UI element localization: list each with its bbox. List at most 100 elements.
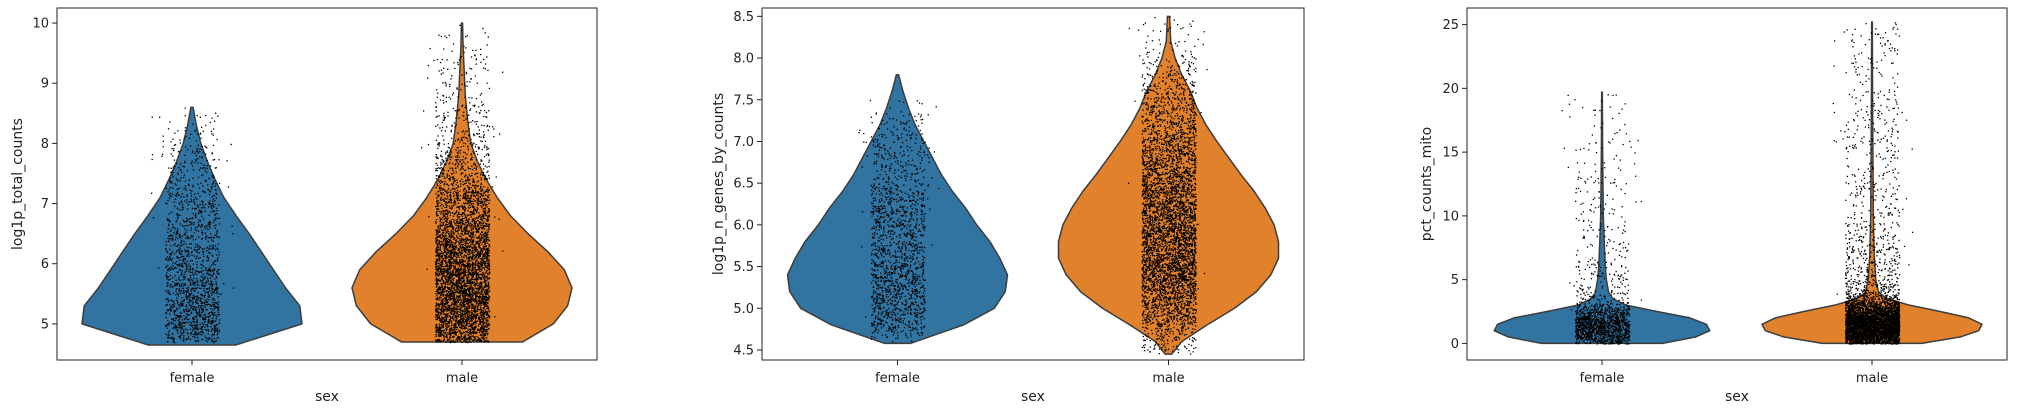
panel-1-point bbox=[207, 293, 209, 296]
panel-1-point bbox=[438, 243, 441, 245]
panel-1-point bbox=[201, 283, 203, 285]
panel-1-point bbox=[435, 264, 437, 266]
panel-1-point bbox=[482, 67, 485, 69]
panel-1-point bbox=[467, 200, 469, 202]
panel-1-point bbox=[437, 335, 440, 337]
panel-1-point bbox=[166, 309, 169, 312]
panel-1-point bbox=[472, 178, 474, 180]
panel-1-point bbox=[443, 48, 445, 50]
panel-1-point bbox=[475, 169, 477, 171]
panel-1-point bbox=[192, 333, 194, 335]
panel-1-point bbox=[208, 295, 210, 297]
panel-1-point bbox=[196, 332, 198, 335]
panel-1-point bbox=[443, 176, 445, 178]
panel-1-point bbox=[212, 237, 214, 239]
panel-1-point bbox=[201, 248, 203, 250]
panel-1-point bbox=[488, 273, 490, 275]
panel-1-point bbox=[178, 194, 180, 197]
panel-1-point bbox=[488, 299, 490, 301]
panel-1-point bbox=[184, 233, 186, 235]
panel-1-point bbox=[195, 318, 198, 320]
panel-1-point bbox=[445, 233, 447, 235]
panel-1-point bbox=[167, 269, 169, 272]
panel-1-point bbox=[187, 237, 189, 239]
panel-1-point bbox=[486, 316, 488, 318]
panel-1-point bbox=[192, 273, 194, 275]
panel-1-point bbox=[472, 236, 474, 238]
panel-1-point bbox=[448, 315, 450, 317]
panel-1-point bbox=[453, 232, 456, 234]
panel-1-point bbox=[459, 297, 461, 299]
panel-1-point bbox=[201, 145, 203, 148]
panel-1-point bbox=[186, 304, 188, 306]
panel-1-point bbox=[488, 161, 490, 163]
panel-1-point bbox=[438, 278, 440, 280]
panel-1-point bbox=[477, 316, 480, 319]
panel-1-point bbox=[440, 271, 442, 273]
panel-1-point bbox=[175, 184, 177, 186]
panel-1-point bbox=[449, 85, 451, 88]
panel-1-point bbox=[218, 293, 220, 295]
panel-1-point bbox=[465, 298, 467, 300]
panel-1-point bbox=[175, 221, 177, 223]
panel-1-point bbox=[204, 284, 206, 286]
panel-1-point bbox=[191, 287, 193, 290]
panel-1-point bbox=[439, 234, 441, 236]
panel-1-point bbox=[450, 200, 452, 202]
panel-1-point bbox=[207, 290, 209, 293]
panel-1-point bbox=[468, 320, 471, 322]
panel-1-point bbox=[475, 271, 477, 273]
panel-1-point bbox=[198, 169, 201, 171]
panel-1-point bbox=[473, 331, 475, 333]
panel-1-point bbox=[455, 258, 457, 261]
panel-1-point bbox=[196, 340, 198, 342]
panel-1-point bbox=[455, 219, 457, 221]
panel-1-point bbox=[453, 292, 455, 294]
panel-1-point bbox=[482, 241, 484, 243]
panel-1-point bbox=[437, 199, 439, 202]
panel-1-point bbox=[196, 334, 198, 336]
panel-1-point bbox=[446, 307, 448, 309]
panel-1-point bbox=[469, 264, 471, 266]
panel-1-point bbox=[465, 196, 467, 198]
panel-1-point bbox=[176, 297, 178, 299]
panel-1-point bbox=[212, 159, 214, 161]
panel-1-point bbox=[169, 238, 171, 240]
panel-1-point bbox=[194, 326, 196, 328]
panel-1-point bbox=[217, 308, 220, 310]
panel-1-point bbox=[448, 243, 450, 245]
panel-1-point bbox=[462, 269, 464, 272]
panel-1-point bbox=[476, 166, 478, 168]
panel-1-point bbox=[440, 73, 442, 75]
panel-1-point bbox=[448, 275, 450, 278]
panel-1-point bbox=[442, 298, 444, 300]
panel-1-frame bbox=[56, 7, 598, 361]
panel-1-point bbox=[214, 325, 216, 328]
panel-1-point bbox=[194, 152, 196, 154]
panel-1-point bbox=[480, 297, 482, 300]
panel-1-point bbox=[188, 179, 190, 181]
panel-1-point bbox=[438, 338, 440, 341]
panel-1-point bbox=[484, 262, 486, 264]
panel-1-point bbox=[212, 244, 214, 246]
panel-1-point bbox=[459, 194, 462, 197]
panel-1-point bbox=[456, 193, 458, 196]
panel-1-point bbox=[470, 335, 472, 337]
panel-1-point bbox=[180, 312, 183, 314]
panel-1-point bbox=[460, 261, 462, 263]
panel-1-point bbox=[167, 341, 169, 343]
panel-1-point bbox=[212, 205, 214, 207]
panel-1-point bbox=[457, 255, 459, 257]
panel-1-point bbox=[167, 128, 170, 130]
panel-1-point bbox=[485, 320, 487, 322]
panel-1-point bbox=[201, 329, 204, 331]
panel-1-point bbox=[459, 311, 461, 313]
panel-1-point bbox=[486, 292, 489, 294]
panel-1-point bbox=[209, 271, 211, 273]
panel-1-point bbox=[443, 200, 445, 202]
panel-1-point bbox=[457, 267, 459, 269]
panel-1-point bbox=[458, 273, 460, 275]
panel-1-point bbox=[439, 205, 442, 207]
panel-1-point bbox=[476, 320, 478, 322]
panel-1-point bbox=[178, 289, 180, 291]
